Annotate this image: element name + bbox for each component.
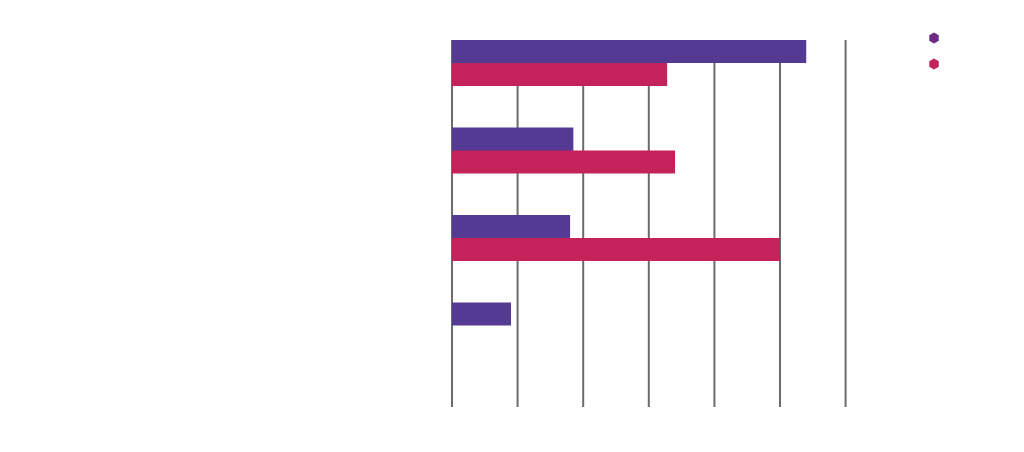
bar-series2-group3 xyxy=(452,238,780,261)
bar-series1-group2 xyxy=(452,127,574,151)
bar-series1-group4 xyxy=(452,302,512,326)
legend-marker-2-icon xyxy=(929,58,939,70)
bar-series2-group2 xyxy=(452,150,676,174)
gridlines xyxy=(451,40,847,407)
bars xyxy=(452,40,807,326)
legend-marker-1-icon xyxy=(929,32,939,44)
bar-series2-group1 xyxy=(452,63,668,86)
legend xyxy=(929,32,939,70)
bar-series1-group3 xyxy=(452,215,571,238)
bar-series1-group1 xyxy=(452,40,807,63)
